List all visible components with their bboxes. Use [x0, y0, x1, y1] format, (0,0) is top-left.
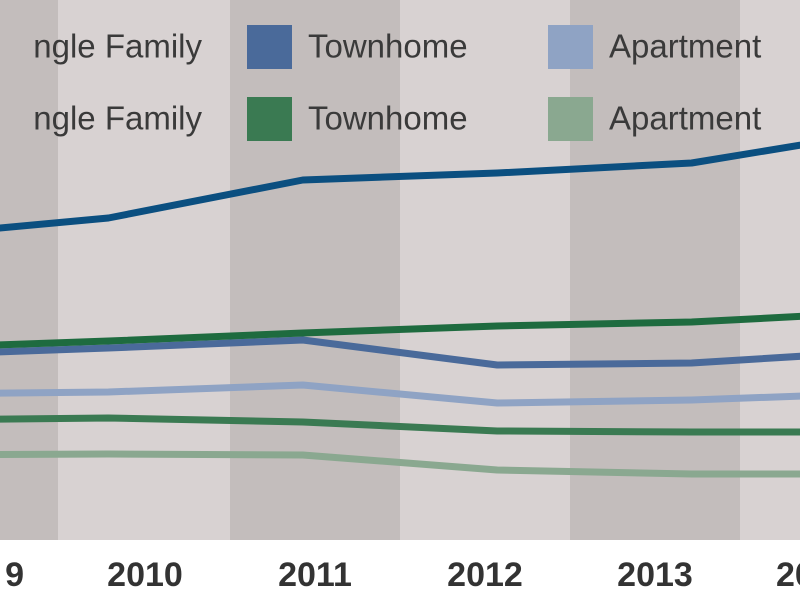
x-tick-label: 2013 — [617, 556, 693, 594]
x-axis: 9 2010 2011 2012 2013 20 — [5, 556, 800, 594]
lines — [0, 141, 800, 478]
legend-label: ngle Family — [33, 100, 202, 137]
legend-label: Apartment — [609, 100, 761, 137]
legend-swatch — [247, 97, 292, 141]
legend-swatch — [548, 25, 593, 69]
x-tick-label: 2010 — [107, 556, 183, 594]
legend: ngle Family Townhome Apartment ngle Family T… — [33, 25, 761, 141]
legend-label: Townhome — [308, 28, 468, 65]
band — [570, 0, 740, 540]
series-line — [0, 450, 800, 478]
legend-swatch — [548, 97, 593, 141]
legend-label: ngle Family — [33, 28, 202, 65]
x-tick-label: 9 — [5, 556, 24, 594]
series-line — [0, 312, 800, 349]
series-line — [0, 381, 800, 407]
band — [230, 0, 400, 540]
x-tick-label: 20 — [776, 556, 800, 594]
legend-label: Townhome — [308, 100, 468, 137]
series-line — [0, 336, 800, 369]
band — [0, 0, 58, 540]
legend-swatch — [247, 25, 292, 69]
x-tick-label: 2012 — [447, 556, 523, 594]
x-tick-label: 2011 — [278, 556, 352, 594]
series-line — [0, 141, 800, 232]
series-line — [0, 414, 800, 436]
legend-label: Apartment — [609, 28, 761, 65]
